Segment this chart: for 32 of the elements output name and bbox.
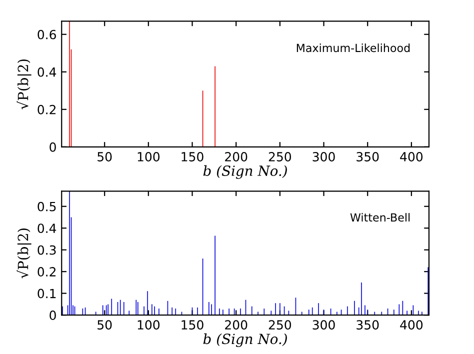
x-tick-label: 200 <box>225 320 248 330</box>
x-tick-label: 300 <box>312 320 335 330</box>
y-tick-label: 0.4 <box>38 67 56 77</box>
y-tick-label: 0.2 <box>38 267 56 277</box>
y-tick-label: 0 <box>50 142 56 152</box>
y-tick-label: 0.3 <box>38 245 56 255</box>
x-tick-label: 350 <box>356 320 379 330</box>
y-tick-label: 0.4 <box>38 224 56 234</box>
x-tick-label: 400 <box>400 320 423 330</box>
x-tick-label: 150 <box>182 320 204 330</box>
x-axis-title: b (Sign No.) <box>203 165 287 179</box>
x-tick-label: 300 <box>312 152 335 162</box>
x-tick-label: 250 <box>268 152 292 162</box>
y-tick-label: 0.5 <box>38 202 56 212</box>
annotation: Witten-Bell <box>350 213 410 222</box>
y-tick-label: 0 <box>50 310 56 320</box>
x-tick-label: 100 <box>138 152 160 162</box>
annotation: Maximum-Likelihood <box>296 44 410 52</box>
y-axis-title: √P(b|2) <box>16 228 32 278</box>
y-tick-label: 0.2 <box>38 104 56 114</box>
x-tick-label: 250 <box>268 320 292 330</box>
x-axis-title: b (Sign No.) <box>203 333 287 348</box>
y-tick-label: 0.6 <box>38 30 56 40</box>
y-tick-label: 0.1 <box>38 288 56 298</box>
x-tick-label: 200 <box>225 152 248 162</box>
x-tick-label: 400 <box>400 152 423 162</box>
x-tick-label: 150 <box>182 152 204 162</box>
x-tick-label: 50 <box>98 320 112 330</box>
x-tick-label: 50 <box>98 152 112 162</box>
x-tick-label: 100 <box>138 320 160 330</box>
y-axis-title: √P(b|2) <box>16 59 32 110</box>
x-tick-label: 350 <box>356 152 379 162</box>
